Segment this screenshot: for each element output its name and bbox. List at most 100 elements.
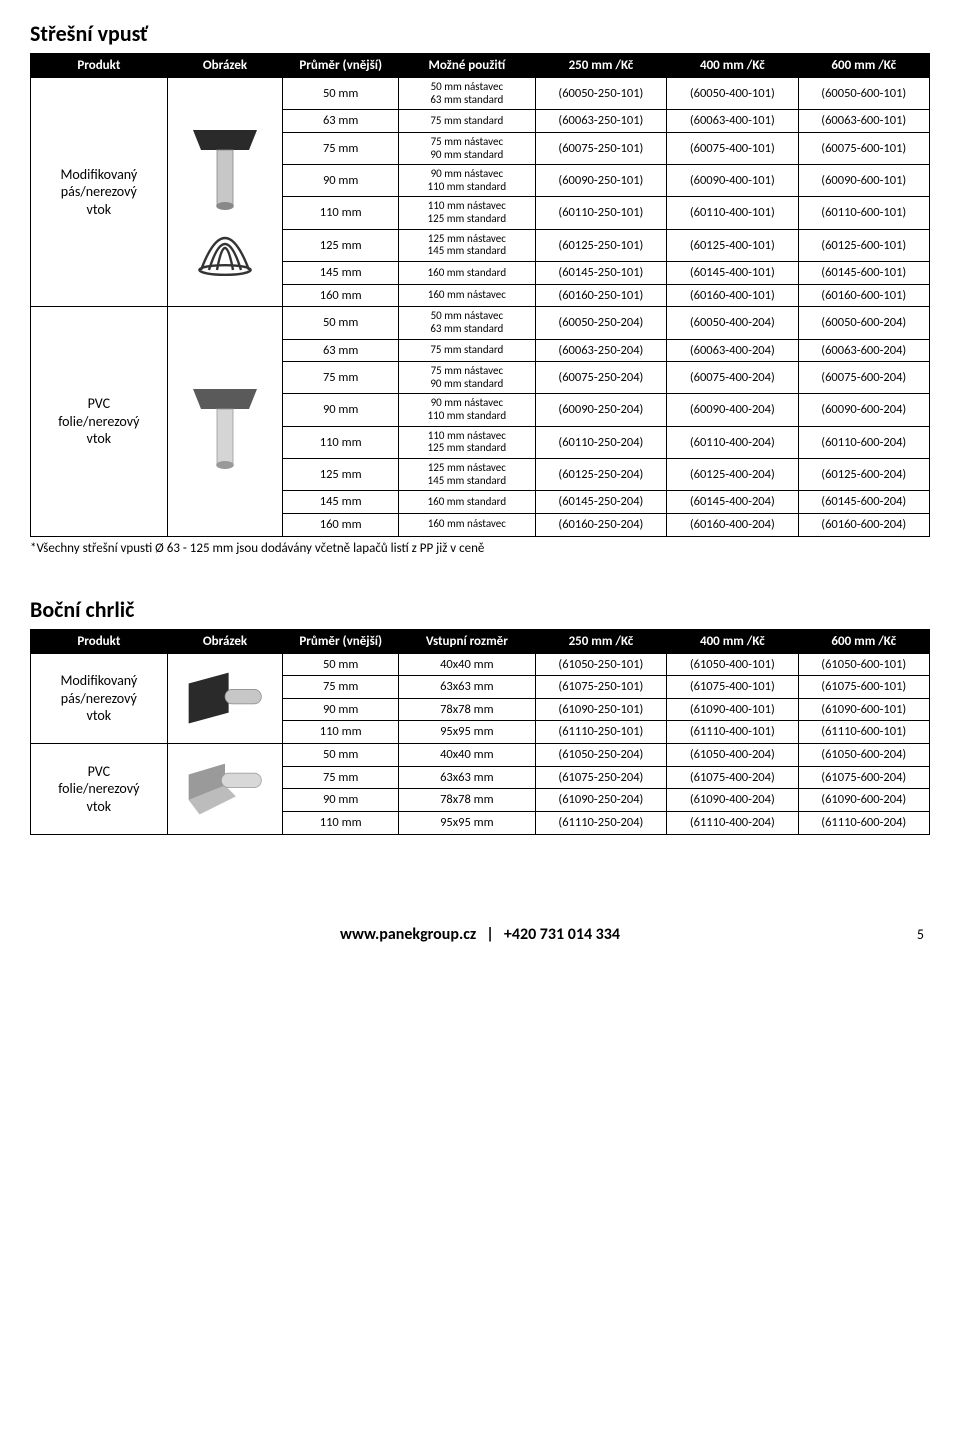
product-label: PVCfolie/nerezovývtok bbox=[31, 307, 168, 536]
usage-cell: 78x78 mm bbox=[399, 698, 536, 721]
code-cell: (60063-400-101) bbox=[667, 110, 798, 133]
code-cell: (60075-600-101) bbox=[798, 132, 929, 164]
code-cell: (60075-250-204) bbox=[535, 362, 666, 394]
code-cell: (61110-250-204) bbox=[535, 811, 666, 834]
code-cell: (60090-250-204) bbox=[535, 394, 666, 426]
code-cell: (60145-400-101) bbox=[667, 262, 798, 285]
code-cell: (60063-250-101) bbox=[535, 110, 666, 133]
table-row: PVCfolie/nerezovývtok 50 mm40x40 mm(6105… bbox=[31, 744, 930, 767]
code-cell: (60110-400-101) bbox=[667, 197, 798, 229]
usage-cell: 78x78 mm bbox=[399, 789, 536, 812]
table-stresni-vpust: Produkt Obrázek Průměr (vnější) Možné po… bbox=[30, 53, 930, 537]
leaf-catcher-icon bbox=[185, 222, 265, 278]
usage-cell: 40x40 mm bbox=[399, 744, 536, 767]
code-cell: (60160-400-101) bbox=[667, 284, 798, 307]
diameter-cell: 50 mm bbox=[283, 78, 399, 110]
note-stresni: *Všechny střešní vpusti Ø 63 - 125 mm js… bbox=[30, 541, 930, 556]
code-cell: (60075-250-101) bbox=[535, 132, 666, 164]
code-cell: (60160-400-204) bbox=[667, 513, 798, 536]
diameter-cell: 90 mm bbox=[283, 165, 399, 197]
code-cell: (60125-400-204) bbox=[667, 459, 798, 491]
code-cell: (61075-400-101) bbox=[667, 676, 798, 699]
footer-website: www.panekgroup.cz bbox=[340, 925, 476, 944]
diameter-cell: 90 mm bbox=[283, 789, 399, 812]
product-image bbox=[167, 744, 283, 835]
product-image bbox=[167, 307, 283, 536]
code-cell: (60075-400-101) bbox=[667, 132, 798, 164]
code-cell: (60110-600-101) bbox=[798, 197, 929, 229]
code-cell: (61050-250-204) bbox=[535, 744, 666, 767]
diameter-cell: 75 mm bbox=[283, 362, 399, 394]
diameter-cell: 125 mm bbox=[283, 459, 399, 491]
product-image bbox=[167, 78, 283, 307]
product-label: Modifikovanýpás/nerezovývtok bbox=[31, 78, 168, 307]
table-row: Modifikovanýpás/nerezovývtok 50 mm40x40 … bbox=[31, 653, 930, 676]
usage-cell: 110 mm nástavec125 mm standard bbox=[399, 197, 536, 229]
code-cell: (60160-600-204) bbox=[798, 513, 929, 536]
footer-phone: +420 731 014 334 bbox=[504, 925, 620, 944]
code-cell: (61075-600-204) bbox=[798, 766, 929, 789]
code-cell: (60050-600-204) bbox=[798, 307, 929, 339]
usage-cell: 40x40 mm bbox=[399, 653, 536, 676]
code-cell: (60063-600-204) bbox=[798, 339, 929, 362]
diameter-cell: 90 mm bbox=[283, 394, 399, 426]
diameter-cell: 50 mm bbox=[283, 307, 399, 339]
usage-cell: 50 mm nástavec63 mm standard bbox=[399, 307, 536, 339]
code-cell: (61110-400-204) bbox=[667, 811, 798, 834]
code-cell: (61075-400-204) bbox=[667, 766, 798, 789]
code-cell: (60110-400-204) bbox=[667, 426, 798, 458]
table-header-row: Produkt Obrázek Průměr (vnější) Vstupní … bbox=[31, 629, 930, 653]
code-cell: (61110-250-101) bbox=[535, 721, 666, 744]
code-cell: (61075-250-204) bbox=[535, 766, 666, 789]
th-600: 600 mm /Kč bbox=[798, 629, 929, 653]
diameter-cell: 110 mm bbox=[283, 721, 399, 744]
code-cell: (60125-250-101) bbox=[535, 229, 666, 261]
usage-cell: 160 mm standard bbox=[399, 262, 536, 285]
diameter-cell: 110 mm bbox=[283, 197, 399, 229]
product-label: Modifikovanýpás/nerezovývtok bbox=[31, 653, 168, 744]
usage-cell: 50 mm nástavec63 mm standard bbox=[399, 78, 536, 110]
diameter-cell: 50 mm bbox=[283, 653, 399, 676]
usage-cell: 160 mm nástavec bbox=[399, 284, 536, 307]
code-cell: (60125-600-204) bbox=[798, 459, 929, 491]
th-600: 600 mm /Kč bbox=[798, 54, 929, 78]
code-cell: (61050-600-204) bbox=[798, 744, 929, 767]
code-cell: (60075-600-204) bbox=[798, 362, 929, 394]
code-cell: (61110-400-101) bbox=[667, 721, 798, 744]
code-cell: (61090-400-101) bbox=[667, 698, 798, 721]
code-cell: (60145-250-101) bbox=[535, 262, 666, 285]
code-cell: (60125-250-204) bbox=[535, 459, 666, 491]
product-image-icon bbox=[185, 760, 265, 818]
table-header-row: Produkt Obrázek Průměr (vnější) Možné po… bbox=[31, 54, 930, 78]
diameter-cell: 110 mm bbox=[283, 811, 399, 834]
code-cell: (61050-400-204) bbox=[667, 744, 798, 767]
code-cell: (60090-600-101) bbox=[798, 165, 929, 197]
usage-cell: 125 mm nástavec145 mm standard bbox=[399, 459, 536, 491]
code-cell: (61075-250-101) bbox=[535, 676, 666, 699]
th-produkt: Produkt bbox=[31, 629, 168, 653]
usage-cell: 160 mm nástavec bbox=[399, 513, 536, 536]
code-cell: (60125-400-101) bbox=[667, 229, 798, 261]
product-image-icon bbox=[185, 669, 265, 727]
th-produkt: Produkt bbox=[31, 54, 168, 78]
product-label: PVCfolie/nerezovývtok bbox=[31, 744, 168, 835]
th-prumer: Průměr (vnější) bbox=[283, 629, 399, 653]
usage-cell: 75 mm standard bbox=[399, 110, 536, 133]
code-cell: (60090-600-204) bbox=[798, 394, 929, 426]
code-cell: (60145-250-204) bbox=[535, 491, 666, 514]
code-cell: (61050-400-101) bbox=[667, 653, 798, 676]
code-cell: (60050-400-101) bbox=[667, 78, 798, 110]
diameter-cell: 110 mm bbox=[283, 426, 399, 458]
diameter-cell: 125 mm bbox=[283, 229, 399, 261]
code-cell: (60160-250-101) bbox=[535, 284, 666, 307]
code-cell: (61090-600-101) bbox=[798, 698, 929, 721]
code-cell: (61050-250-101) bbox=[535, 653, 666, 676]
code-cell: (60050-250-101) bbox=[535, 78, 666, 110]
code-cell: (61110-600-204) bbox=[798, 811, 929, 834]
code-cell: (60160-250-204) bbox=[535, 513, 666, 536]
diameter-cell: 160 mm bbox=[283, 513, 399, 536]
usage-cell: 95x95 mm bbox=[399, 721, 536, 744]
diameter-cell: 50 mm bbox=[283, 744, 399, 767]
code-cell: (60110-250-101) bbox=[535, 197, 666, 229]
product-image-icon bbox=[185, 106, 265, 218]
